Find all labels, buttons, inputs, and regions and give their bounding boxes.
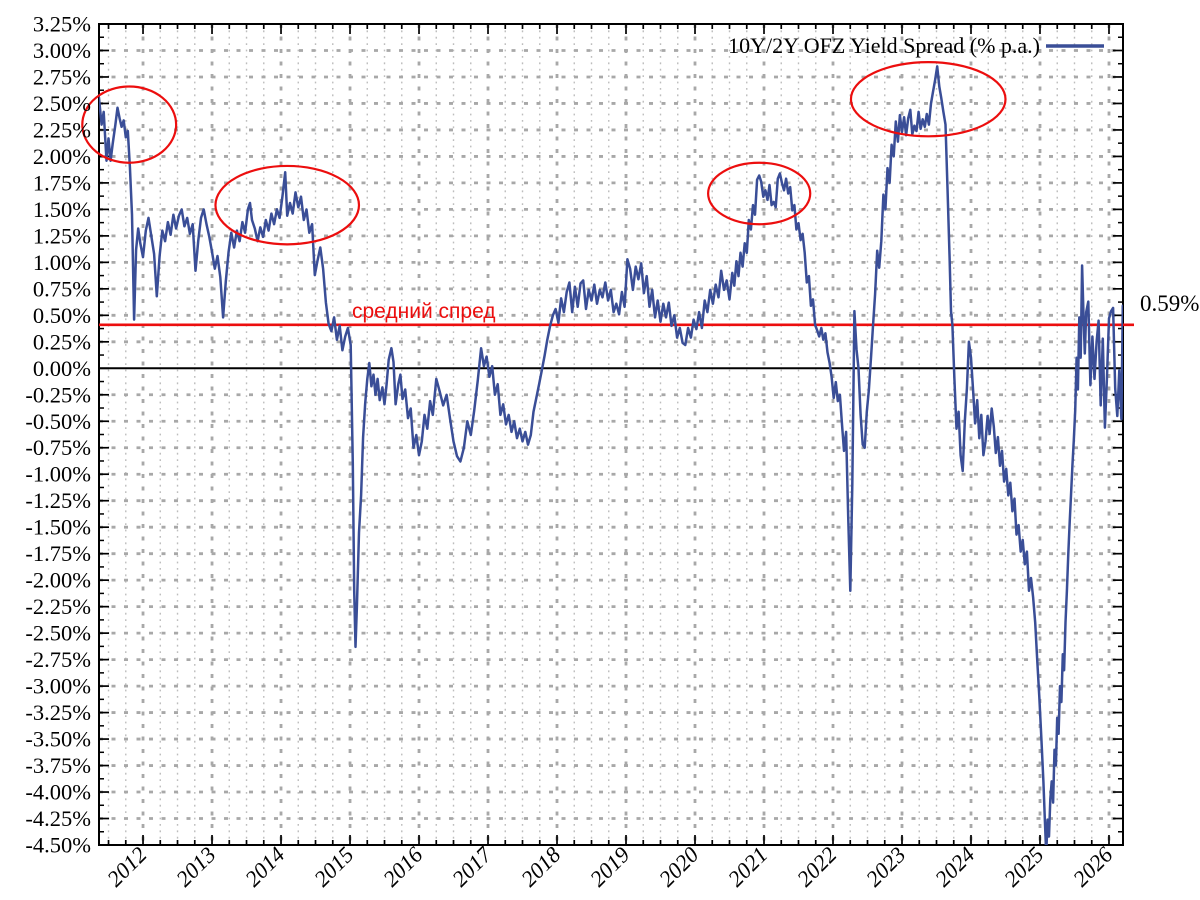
- y-tick-label: 1.75%: [33, 170, 91, 195]
- y-tick-label: 0.25%: [33, 329, 91, 354]
- y-tick-label: 0.50%: [33, 303, 91, 328]
- y-tick-label: 2.25%: [33, 117, 91, 142]
- y-tick-label: -3.25%: [25, 700, 91, 725]
- last-value-label: 0.59%: [1140, 291, 1200, 316]
- y-tick-label: -2.75%: [25, 647, 91, 672]
- y-tick-label: -0.75%: [25, 435, 91, 460]
- spread-series-line: [99, 65, 1123, 845]
- x-tick-label: 2017: [447, 841, 498, 892]
- y-tick-label: -1.00%: [25, 462, 91, 487]
- x-tick-label: 2012: [102, 842, 151, 891]
- x-tick-label: 2022: [792, 842, 841, 891]
- y-tick-label: -4.25%: [25, 806, 91, 831]
- y-tick-label: -2.25%: [25, 594, 91, 619]
- x-tick-label: 2015: [309, 842, 358, 891]
- y-tick-label: 2.75%: [33, 64, 91, 89]
- x-tick-label: 2016: [378, 841, 428, 891]
- y-tick-label: -4.50%: [25, 833, 91, 858]
- y-tick-label: -0.25%: [25, 382, 91, 407]
- x-tick-label: 2023: [861, 842, 910, 891]
- y-tick-label: 3.00%: [33, 38, 91, 63]
- y-tick-label: -3.00%: [25, 674, 91, 699]
- y-tick-label: 1.50%: [33, 197, 91, 222]
- y-tick-label: -2.50%: [25, 621, 91, 646]
- x-tick-label: 2024: [930, 842, 979, 891]
- x-tick-label: 2021: [723, 842, 772, 891]
- y-tick-label: 3.25%: [33, 12, 91, 37]
- x-tick-label: 2025: [999, 842, 1048, 891]
- y-tick-label: 2.50%: [33, 91, 91, 116]
- y-tick-label: 1.00%: [33, 250, 91, 275]
- highlight-ellipse: [81, 85, 178, 164]
- y-tick-label: -3.75%: [25, 753, 91, 778]
- y-tick-label: -4.00%: [25, 780, 91, 805]
- plot-border: [98, 23, 1124, 846]
- x-tick-label: 2018: [516, 842, 565, 891]
- highlight-ellipse: [849, 61, 1007, 138]
- y-tick-label: 0.75%: [33, 276, 91, 301]
- y-tick-label: 2.00%: [33, 144, 91, 169]
- x-tick-label: 2019: [585, 842, 634, 891]
- legend-label: 10Y/2Y OFZ Yield Spread (% p.a.): [728, 33, 1040, 58]
- x-tick-label: 2020: [654, 842, 703, 891]
- x-tick-label: 2014: [240, 842, 289, 891]
- y-tick-label: -1.50%: [25, 515, 91, 540]
- highlight-ellipse: [707, 161, 812, 226]
- y-tick-label: -0.50%: [25, 409, 91, 434]
- y-tick-label: -1.25%: [25, 488, 91, 513]
- highlight-ellipse: [214, 164, 361, 246]
- x-tick-label: 2013: [171, 842, 220, 891]
- y-tick-label: -1.75%: [25, 541, 91, 566]
- y-tick-label: -3.50%: [25, 727, 91, 752]
- x-tick-label: 2026: [1068, 841, 1118, 891]
- avg-spread-label: средний спред: [352, 300, 496, 323]
- y-tick-label: 1.25%: [33, 223, 91, 248]
- y-tick-label: -2.00%: [25, 568, 91, 593]
- y-tick-label: 0.00%: [33, 356, 91, 381]
